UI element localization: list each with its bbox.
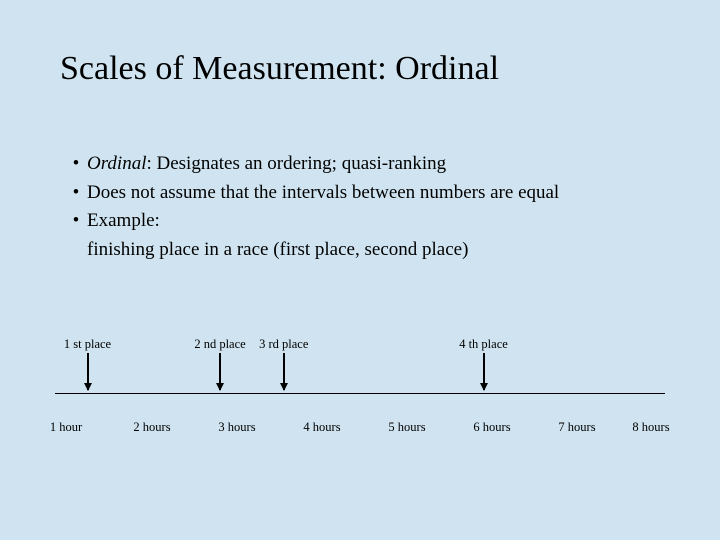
slide-title: Scales of Measurement: Ordinal [60, 50, 499, 87]
hour-label: 1 hour [50, 420, 82, 435]
timeline-axis [55, 393, 665, 394]
bullet-dot-icon: • [65, 179, 87, 208]
bullet-text: Ordinal: Designates an ordering; quasi-r… [87, 150, 655, 179]
arrow-down-icon [483, 353, 485, 390]
bullet-term: Ordinal [87, 153, 146, 174]
arrow-down-icon [283, 353, 285, 390]
bullet-text: Does not assume that the intervals betwe… [87, 179, 655, 208]
arrow-down-icon [219, 353, 221, 390]
bullet-dot-icon: • [65, 150, 87, 179]
hour-label: 8 hours [632, 420, 669, 435]
bullet-item: • Example: [65, 207, 655, 236]
hour-label: 7 hours [558, 420, 595, 435]
hour-label: 6 hours [473, 420, 510, 435]
hour-label: 5 hours [388, 420, 425, 435]
bullet-list: • Ordinal: Designates an ordering; quasi… [65, 150, 655, 264]
bullet-rest: : Designates an ordering; quasi-ranking [146, 153, 446, 174]
hour-label: 3 hours [218, 420, 255, 435]
place-label: 1 st place [64, 337, 111, 352]
place-label: 3 rd place [259, 337, 308, 352]
bullet-subtext: finishing place in a race (first place, … [87, 236, 655, 265]
bullet-item: • Ordinal: Designates an ordering; quasi… [65, 150, 655, 179]
hour-label: 4 hours [303, 420, 340, 435]
place-label: 2 nd place [194, 337, 245, 352]
bullet-dot-icon: • [65, 207, 87, 236]
slide: Scales of Measurement: Ordinal • Ordinal… [0, 0, 720, 540]
bullet-item: • Does not assume that the intervals bet… [65, 179, 655, 208]
arrow-down-icon [87, 353, 89, 390]
hour-label: 2 hours [133, 420, 170, 435]
bullet-text: Example: [87, 207, 655, 236]
place-label: 4 th place [459, 337, 508, 352]
